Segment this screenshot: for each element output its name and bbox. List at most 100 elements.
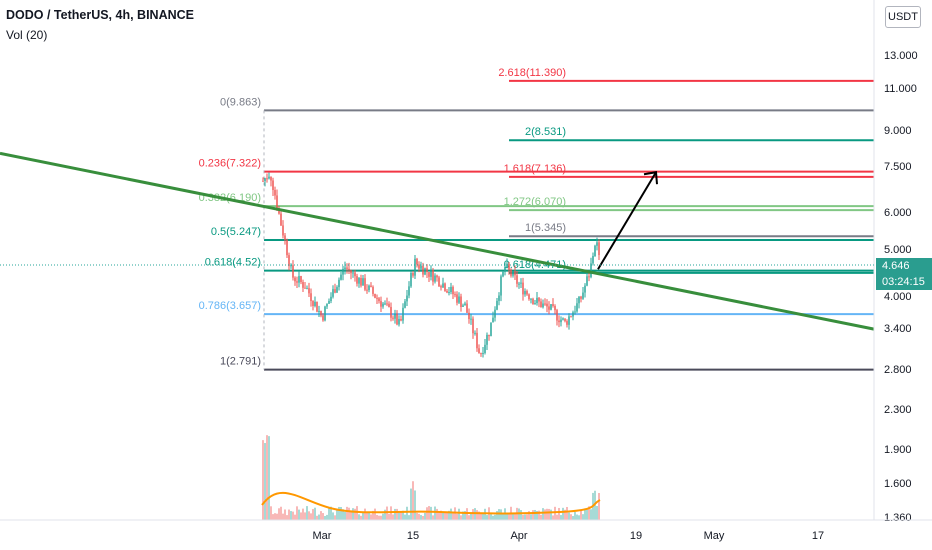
volume-indicator-label[interactable]: Vol (20) <box>6 28 48 42</box>
volume-bar <box>458 508 460 520</box>
candle-body <box>454 294 456 296</box>
fib-extension-label: 1.618(7.136) <box>504 163 566 175</box>
time-tick-label: 15 <box>407 530 419 542</box>
candle-body <box>486 334 488 345</box>
volume-bar <box>422 515 424 520</box>
candle-body <box>312 301 314 306</box>
candle-body <box>276 195 278 209</box>
volume-bar <box>522 514 524 520</box>
volume-bar <box>558 507 560 520</box>
volume-bar <box>490 514 492 520</box>
candle-body <box>316 301 318 312</box>
volume-bar <box>400 512 402 520</box>
candle-body <box>526 291 528 295</box>
candle-body <box>590 263 592 278</box>
candle-body <box>452 286 454 295</box>
volume-bar <box>288 509 290 520</box>
candle-body <box>588 276 590 278</box>
volume-bar <box>350 510 352 520</box>
candle-body <box>444 283 446 291</box>
candle-body <box>402 307 404 321</box>
volume-bar <box>340 507 342 520</box>
candle-body <box>490 322 492 337</box>
volume-bar <box>274 513 276 520</box>
candle-body <box>586 276 588 286</box>
volume-bar <box>452 513 454 520</box>
volume-bar <box>342 509 344 520</box>
candle-body <box>362 278 364 286</box>
volume-bar <box>544 509 546 520</box>
volume-bar <box>574 511 576 520</box>
volume-bar <box>314 507 316 520</box>
volume-bar <box>502 512 504 520</box>
volume-bar <box>598 493 600 520</box>
volume-bar <box>384 509 386 520</box>
candle-body <box>368 285 370 291</box>
candle-body <box>442 283 444 288</box>
candle-body <box>264 178 266 181</box>
volume-bar <box>552 515 554 520</box>
volume-bar <box>310 513 312 520</box>
candle-body <box>406 295 408 302</box>
candle-body <box>310 293 312 302</box>
volume-bar <box>272 514 274 520</box>
candle-body <box>494 309 496 318</box>
candle-body <box>472 318 474 334</box>
currency-button[interactable]: USDT <box>885 6 921 28</box>
volume-bar <box>268 436 270 520</box>
candle-body <box>282 225 284 236</box>
candle-body <box>272 180 274 190</box>
candle-body <box>318 310 320 312</box>
volume-bar <box>468 515 470 520</box>
candle-body <box>520 282 522 284</box>
fib-extension-label: 1(5.345) <box>525 222 566 234</box>
candle-body <box>294 277 296 282</box>
candle-body <box>474 332 476 334</box>
volume-bar <box>442 512 444 520</box>
candle-body <box>328 300 330 304</box>
candle-body <box>360 277 362 286</box>
candle-body <box>548 306 550 310</box>
candle-body <box>374 293 376 298</box>
price-axis: 13.000 11.000 9.000 7.500 6.000 5.000 4.000 3.4… <box>0 0 918 524</box>
candle-body <box>262 180 264 182</box>
volume-bar <box>512 512 514 520</box>
volume-bar <box>438 512 440 520</box>
volume-bar <box>476 510 478 520</box>
volume-bar <box>596 505 598 520</box>
volume-bar <box>346 506 348 520</box>
volume-bar <box>524 514 526 520</box>
volume-bar <box>586 508 588 520</box>
candle-body <box>502 271 504 277</box>
volume-bar <box>498 509 500 520</box>
candle-body <box>432 269 434 282</box>
volume-bar <box>262 440 264 520</box>
volume-bar <box>366 512 368 520</box>
candle-body <box>298 276 300 283</box>
volume-bar <box>548 508 550 520</box>
candle-body <box>290 265 292 267</box>
volume-bar <box>328 508 330 520</box>
fib-retracement-label: 0.618(4.52) <box>205 257 261 269</box>
volume-bar <box>378 515 380 520</box>
volume-bar <box>286 515 288 520</box>
candle-body <box>540 301 542 308</box>
candle-body <box>580 296 582 299</box>
candle-body <box>412 273 414 276</box>
volume-bar <box>322 513 324 520</box>
candle-body <box>456 294 458 303</box>
volume-bar <box>566 506 568 520</box>
volume-bar <box>446 511 448 520</box>
volume-bar <box>532 510 534 520</box>
candle-body <box>492 317 494 323</box>
volume-bar <box>464 511 466 520</box>
candle-body <box>414 258 416 276</box>
candle-body <box>410 273 412 287</box>
price-tick-label: 3.400 <box>884 323 912 335</box>
volume-bar <box>436 508 438 520</box>
volume-bar <box>390 506 392 520</box>
candle-body <box>524 291 526 295</box>
candle-body <box>284 235 286 240</box>
volume-bar <box>376 514 378 520</box>
